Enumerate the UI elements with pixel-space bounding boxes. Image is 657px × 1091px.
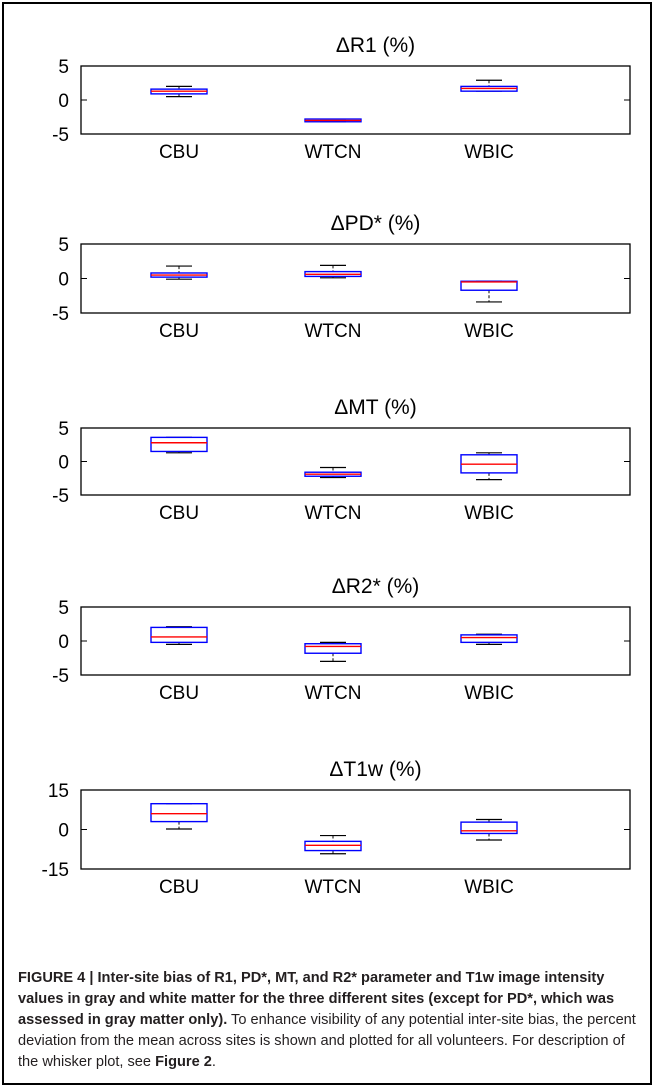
x-category-label: CBU xyxy=(159,877,199,898)
caption-end: . xyxy=(211,1054,216,1070)
x-category-label: WBIC xyxy=(464,321,514,342)
box-iqr xyxy=(304,643,362,654)
y-tick-label: 0 xyxy=(58,632,69,653)
x-category-label: CBU xyxy=(159,142,199,163)
x-category-label: WBIC xyxy=(464,877,514,898)
x-category-label: WBIC xyxy=(464,503,514,524)
x-category-label: WTCN xyxy=(305,142,362,163)
figure-caption: FIGURE 4 | Inter-site bias of R1, PD*, M… xyxy=(18,968,640,1073)
box-plot-figure: ΔR1 (%) 5 0 -5 CBU WTCN WBIC ΔPD* (%) 5 0 -5 CBU WTC… xyxy=(42,34,631,898)
x-category-label: WTCN xyxy=(305,503,362,524)
caption-figure-ref[interactable]: Figure 2 xyxy=(155,1054,212,1070)
y-tick-label: -5 xyxy=(52,666,69,687)
x-category-label: CBU xyxy=(159,683,199,704)
y-tick-label: -5 xyxy=(52,304,69,325)
panel-title: ΔMT (%) xyxy=(334,396,416,419)
box-iqr xyxy=(460,821,518,835)
panel-title: ΔR1 (%) xyxy=(336,34,415,57)
x-category-label: WTCN xyxy=(305,683,362,704)
plot-frame xyxy=(80,606,631,676)
y-tick-label: -15 xyxy=(42,860,69,881)
box-iqr xyxy=(150,802,208,823)
y-tick-label: 0 xyxy=(58,453,69,474)
x-category-label: WTCN xyxy=(305,321,362,342)
y-tick-label: 0 xyxy=(58,821,69,842)
caption-bold: FIGURE 4 | Inter-site bias of R1, PD*, M… xyxy=(18,970,615,1028)
box-iqr xyxy=(150,436,208,453)
x-category-label: CBU xyxy=(159,321,199,342)
y-tick-label: 0 xyxy=(58,270,69,291)
x-category-label: WBIC xyxy=(464,683,514,704)
box-iqr xyxy=(460,634,518,644)
plot-frame xyxy=(80,789,631,870)
y-tick-label: 5 xyxy=(58,235,69,256)
panel-title: ΔPD* (%) xyxy=(331,212,421,235)
y-tick-label: -5 xyxy=(52,125,69,146)
x-category-label: CBU xyxy=(159,503,199,524)
y-tick-label: 5 xyxy=(58,598,69,619)
y-tick-label: 5 xyxy=(58,419,69,440)
y-tick-label: 5 xyxy=(58,57,69,78)
box-iqr xyxy=(150,626,208,644)
plot-frame xyxy=(80,243,631,314)
y-tick-label: -5 xyxy=(52,486,69,507)
x-category-label: WTCN xyxy=(305,877,362,898)
x-category-label: WBIC xyxy=(464,142,514,163)
panel-title: ΔR2* (%) xyxy=(332,575,420,598)
plot-frame xyxy=(80,65,631,135)
y-tick-label: 0 xyxy=(58,91,69,112)
y-tick-label: 15 xyxy=(48,781,69,802)
panel-title: ΔT1w (%) xyxy=(329,758,421,781)
caption-text: To enhance visibility of any potential i… xyxy=(18,1012,636,1070)
